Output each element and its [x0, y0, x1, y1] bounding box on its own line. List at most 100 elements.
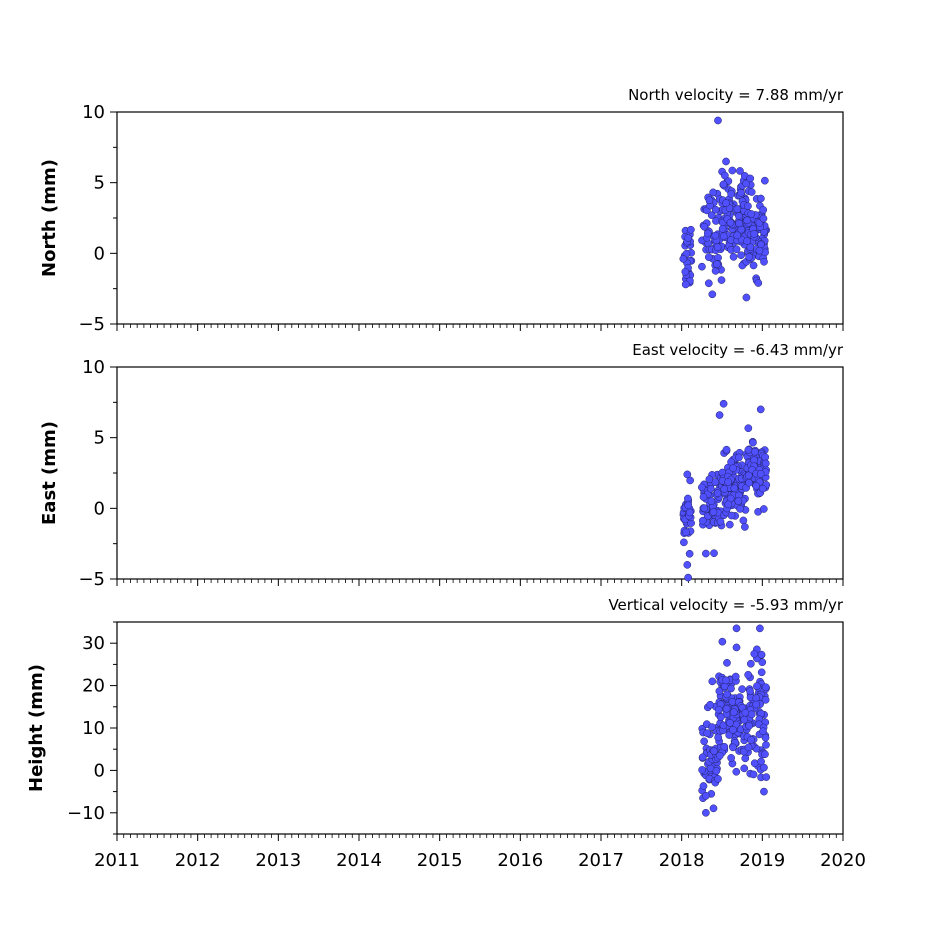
- east-data-point: [710, 549, 718, 558]
- north-data-point: [742, 179, 751, 188]
- x-tick-label: 2014: [336, 850, 382, 871]
- height-data-point: [710, 747, 718, 755]
- height-y-tick-label: 20: [82, 676, 105, 697]
- height-data-point: [761, 683, 770, 692]
- height-data-point: [708, 677, 717, 686]
- east-data-point: [685, 549, 694, 558]
- north-data-point: [718, 225, 727, 233]
- east-data-point: [724, 500, 733, 509]
- height-data-point: [714, 733, 723, 742]
- north-data-point: [679, 255, 688, 263]
- east-data-point: [700, 504, 709, 513]
- height-panel-title: Vertical velocity = -5.93 mm/yr: [608, 596, 843, 614]
- north-data-point: [759, 214, 768, 223]
- height-data-point: [741, 708, 750, 717]
- north-data-point: [732, 245, 741, 254]
- x-tick-label: 2016: [497, 850, 543, 871]
- north-data-point: [687, 225, 695, 234]
- height-data-point: [749, 770, 758, 779]
- east-data-point: [706, 484, 715, 493]
- east-data-point: [751, 447, 759, 456]
- north-data-point: [760, 257, 768, 266]
- height-data-point: [747, 736, 755, 744]
- x-tick-label: 2015: [417, 850, 463, 871]
- height-data-point: [716, 713, 725, 722]
- height-y-tick-label: −10: [67, 803, 105, 824]
- height-y-tick-label: 30: [82, 633, 105, 654]
- east-data-point: [729, 464, 737, 472]
- height-y-axis-label: Height (mm): [26, 664, 47, 792]
- east-data-point: [752, 482, 761, 490]
- north-panel: North velocity = 7.88 mm/yr North (mm) −…: [39, 86, 844, 335]
- east-data-point: [761, 459, 770, 468]
- east-y-tick-label: 10: [82, 357, 105, 378]
- north-y-tick-label: 5: [94, 173, 105, 194]
- height-data-point: [757, 668, 766, 677]
- height-data-point: [732, 767, 741, 776]
- north-data-point: [759, 206, 768, 214]
- height-data-point: [714, 705, 723, 714]
- height-data-point: [725, 731, 734, 739]
- east-data-point: [722, 445, 731, 454]
- north-data-point: [755, 246, 764, 255]
- north-data-point: [722, 157, 730, 166]
- north-data-point: [733, 205, 742, 213]
- height-data-point: [757, 650, 766, 659]
- height-data-point: [720, 742, 729, 751]
- north-data-point: [717, 276, 726, 284]
- x-tick-label: 2019: [739, 850, 785, 871]
- east-data-point: [699, 493, 708, 501]
- east-data-point: [759, 505, 768, 513]
- height-data-point: [727, 684, 735, 693]
- height-data-point: [759, 727, 767, 736]
- height-data-point: [699, 782, 708, 790]
- north-data-point: [742, 293, 751, 302]
- east-y-axis-label: East (mm): [39, 421, 60, 525]
- height-data-point: [700, 737, 708, 746]
- north-data-point: [754, 279, 763, 287]
- east-data-point: [683, 561, 692, 569]
- north-data-point: [733, 231, 742, 240]
- east-data-point: [685, 508, 694, 517]
- north-data-point: [747, 210, 756, 218]
- height-data-point: [746, 659, 755, 668]
- north-data-point: [700, 222, 709, 231]
- north-data-point: [757, 194, 765, 203]
- north-data-point: [713, 260, 721, 268]
- x-tick-label: 2011: [94, 850, 140, 871]
- height-data-point: [758, 658, 767, 667]
- x-tick-label: 2020: [820, 850, 866, 871]
- east-data-point: [709, 508, 718, 516]
- north-data-point: [708, 290, 717, 299]
- east-data-point: [680, 538, 688, 547]
- height-y-tick-label: 10: [82, 718, 105, 739]
- height-data-point: [744, 743, 753, 752]
- height-data-point: [740, 715, 749, 724]
- north-data-point: [681, 280, 690, 289]
- north-data-point: [750, 230, 758, 238]
- east-data-point: [684, 573, 692, 582]
- north-data-point: [707, 211, 716, 220]
- north-y-tick-label: −5: [78, 314, 105, 335]
- height-data-point: [722, 676, 730, 685]
- height-data-point: [728, 697, 737, 706]
- north-data-point: [684, 234, 693, 242]
- height-data-point: [761, 695, 770, 704]
- height-panel: Vertical velocity = -5.93 mm/yr Height (…: [26, 596, 866, 871]
- east-y-tick-label: 5: [94, 428, 105, 449]
- north-data-point: [722, 199, 730, 207]
- height-data-point: [732, 624, 741, 633]
- east-panel-title: East velocity = -6.43 mm/yr: [632, 341, 844, 359]
- height-data-point: [727, 754, 735, 762]
- height-data-point: [714, 775, 722, 783]
- east-data-point: [720, 485, 729, 493]
- height-data-point: [740, 764, 749, 773]
- north-y-axis-label: North (mm): [39, 159, 60, 277]
- east-data-point: [719, 399, 728, 408]
- height-data-point: [726, 719, 734, 727]
- north-data-point: [749, 261, 758, 270]
- north-data-point: [746, 174, 755, 183]
- north-data-point: [728, 166, 737, 175]
- height-data-point: [762, 773, 771, 781]
- north-data-series: [679, 116, 771, 302]
